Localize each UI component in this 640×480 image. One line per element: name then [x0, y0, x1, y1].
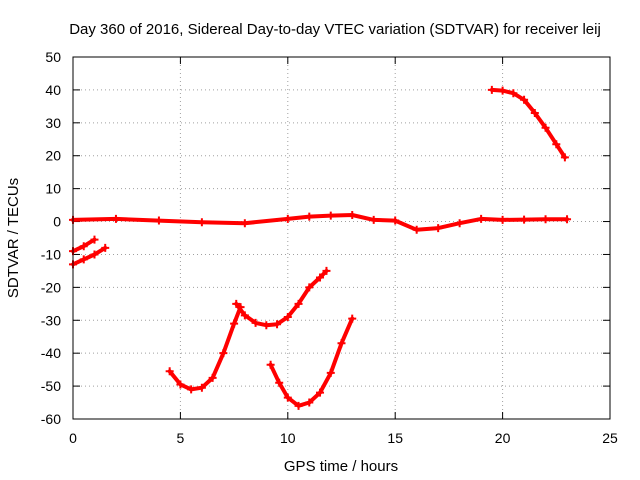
data-point [326, 211, 335, 220]
data-point [541, 123, 550, 132]
y-tick-label: 30 [45, 115, 61, 131]
data-point [337, 339, 346, 348]
y-tick-label: -40 [41, 345, 61, 361]
data-point [412, 225, 421, 234]
data-point [197, 383, 206, 392]
data-series [69, 85, 572, 410]
y-tick-label: 20 [45, 148, 61, 164]
data-point [369, 215, 378, 224]
data-point [487, 85, 496, 94]
y-tick-label: 0 [53, 214, 61, 230]
data-point [552, 140, 561, 149]
series-line-0 [71, 213, 569, 232]
x-tick-label: 20 [495, 430, 511, 446]
y-axis-label: SDTVAR / TECUs [5, 178, 22, 298]
data-point [348, 210, 357, 219]
data-point [240, 311, 249, 320]
data-point [316, 388, 325, 397]
data-point [111, 214, 120, 223]
x-tick-label: 25 [602, 430, 618, 446]
data-point [348, 314, 357, 323]
y-tick-label: 10 [45, 181, 61, 197]
data-point [79, 242, 88, 251]
data-point [563, 215, 572, 224]
y-tick-labels: -60 -50 -40 -30 -20 -10 0 10 20 30 40 50 [41, 49, 61, 427]
data-point [305, 212, 314, 221]
x-tick-label: 0 [69, 430, 77, 446]
data-point [232, 299, 241, 308]
y-tick-label: -30 [41, 312, 61, 328]
data-point [391, 216, 400, 225]
data-point [498, 86, 507, 95]
data-point [240, 219, 249, 228]
series-line-6 [489, 87, 567, 160]
x-tick-labels: 0 5 10 15 20 25 [69, 430, 618, 446]
data-point [208, 373, 217, 382]
data-point [262, 321, 271, 330]
data-point [176, 380, 185, 389]
data-point [305, 398, 314, 407]
data-point [283, 393, 292, 402]
y-tick-label: 40 [45, 82, 61, 98]
plot-frame [72, 56, 611, 420]
data-point [520, 215, 529, 224]
data-point [187, 385, 196, 394]
data-point [322, 266, 331, 275]
data-point [316, 273, 325, 282]
data-point [165, 367, 174, 376]
y-tick-label: -20 [41, 279, 61, 295]
data-point [294, 299, 303, 308]
data-point [283, 214, 292, 223]
data-point [455, 219, 464, 228]
y-tick-label: -50 [41, 378, 61, 394]
data-point [266, 360, 275, 369]
series-line-5 [268, 316, 355, 408]
data-point [154, 216, 163, 225]
data-point [305, 283, 314, 292]
data-point [520, 95, 529, 104]
data-point [434, 224, 443, 233]
series-line-2 [71, 245, 108, 267]
data-point [230, 319, 239, 328]
data-point [560, 153, 569, 162]
x-axis-label: GPS time / hours [284, 458, 398, 475]
x-tick-label: 5 [177, 430, 185, 446]
y-tick-label: -10 [41, 246, 61, 262]
data-point [326, 368, 335, 377]
data-point [101, 243, 110, 252]
data-point [79, 255, 88, 264]
chart-title: Day 360 of 2016, Sidereal Day-to-day VTE… [69, 21, 601, 38]
data-point [275, 378, 284, 387]
data-point [90, 235, 99, 244]
series-line-4 [234, 268, 329, 328]
data-point [530, 108, 539, 117]
data-point [197, 218, 206, 227]
data-point [477, 214, 486, 223]
x-tick-label: 15 [387, 430, 403, 446]
data-point [509, 89, 518, 98]
data-point [219, 349, 228, 358]
data-point [294, 401, 303, 410]
y-tick-label: 50 [45, 49, 61, 65]
x-tick-label: 10 [280, 430, 296, 446]
y-tick-label: -60 [41, 411, 61, 427]
data-point [90, 250, 99, 259]
data-point [498, 215, 507, 224]
data-point [541, 215, 550, 224]
data-point [273, 320, 282, 329]
data-point [283, 312, 292, 321]
data-point [251, 318, 260, 327]
grid [72, 56, 611, 420]
